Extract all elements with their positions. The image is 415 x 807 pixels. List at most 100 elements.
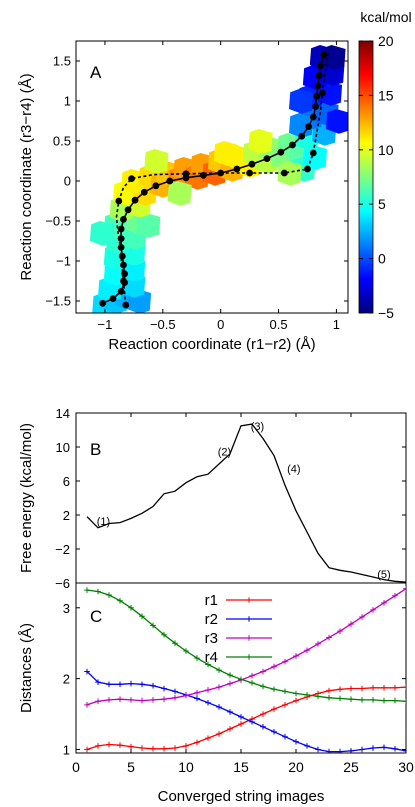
panel-c-frame xyxy=(75,582,407,754)
series-point xyxy=(95,588,101,595)
colorbar-tick-label: 20 xyxy=(378,33,394,49)
series-point xyxy=(271,686,277,693)
panel-a-letter: A xyxy=(90,63,102,82)
series-point xyxy=(381,697,387,704)
legend-marker xyxy=(246,635,252,641)
panel-c-letter: C xyxy=(90,607,102,626)
series-point xyxy=(84,702,90,708)
series-point xyxy=(260,723,266,730)
series-point xyxy=(359,697,365,703)
series-point xyxy=(128,680,134,687)
distance-lines xyxy=(84,585,406,753)
series-point xyxy=(194,739,200,746)
series-point xyxy=(326,687,332,694)
x-tick-label: 10 xyxy=(178,759,194,775)
series-line xyxy=(86,686,406,751)
y-tick-label: −2 xyxy=(55,542,70,557)
legend-label: r1 xyxy=(205,592,218,609)
series-point xyxy=(150,682,156,689)
series-point xyxy=(348,621,354,627)
x-tick-label: 0.5 xyxy=(270,317,288,332)
series-point xyxy=(238,676,244,683)
series-point xyxy=(403,698,406,705)
series-point xyxy=(205,687,211,693)
string-image-point xyxy=(152,182,160,190)
series-line xyxy=(86,588,406,706)
y-tick-label: 0.5 xyxy=(53,134,71,149)
series-point xyxy=(293,653,299,659)
y-tick-label: 6 xyxy=(63,474,70,489)
series-point xyxy=(106,697,112,703)
colorbar-ramp xyxy=(359,41,373,313)
series-point xyxy=(326,694,332,701)
panel-b-x-ticks xyxy=(75,413,407,417)
y-tick-label: −1 xyxy=(56,254,71,269)
x-tick-label: 30 xyxy=(398,759,414,775)
series-point xyxy=(249,672,255,679)
series-r1 xyxy=(84,684,406,753)
free-energy-line xyxy=(86,423,406,583)
series-point xyxy=(271,728,277,735)
series-point xyxy=(392,697,398,704)
x-tick-label: 1 xyxy=(333,317,340,332)
surface-cell xyxy=(89,221,115,246)
string-image-point xyxy=(121,270,129,278)
series-r3 xyxy=(84,585,406,708)
panel-a-x-axis-label: Reaction coordinate (r1−r2) (Å) xyxy=(108,336,315,353)
series-point xyxy=(359,746,365,753)
series-r2 xyxy=(84,668,406,753)
series-point xyxy=(161,745,167,752)
series-point xyxy=(106,592,112,598)
series-point xyxy=(326,748,332,753)
string-image-point xyxy=(120,261,127,269)
basin-label: (3) xyxy=(251,421,264,433)
panel-c-distances: 1 2 3 0 5 10 15 20 25 30 r1 r2 r3 r4 C Converged st… xyxy=(18,582,414,805)
series-point xyxy=(205,735,211,741)
colorbar: 20 15 10 5 0 −5 kcal/mol xyxy=(358,9,412,321)
legend-marker xyxy=(246,654,252,660)
x-tick-label: 15 xyxy=(233,759,249,775)
string-image-point xyxy=(117,244,125,251)
colorbar-ticks: 20 15 10 5 0 −5 xyxy=(359,33,394,321)
x-tick-label: 25 xyxy=(343,759,359,775)
legend-label: r3 xyxy=(205,630,218,647)
series-point xyxy=(194,695,200,702)
initial-string-point xyxy=(120,277,127,285)
surface-cell xyxy=(277,161,302,186)
series-r4 xyxy=(84,587,406,705)
series-point xyxy=(227,709,233,715)
series-point xyxy=(106,681,112,688)
string-image-point xyxy=(312,103,319,110)
colorbar-title: kcal/mol xyxy=(360,9,411,25)
series-point xyxy=(117,681,123,688)
string-image-point xyxy=(217,169,225,177)
initial-string-point xyxy=(122,301,130,309)
series-point xyxy=(216,704,222,710)
initial-string-point xyxy=(304,165,311,173)
legend: r1 r2 r3 r4 xyxy=(205,592,272,666)
series-point xyxy=(227,726,233,732)
series-point xyxy=(161,685,167,692)
series-point xyxy=(392,745,398,752)
series-point xyxy=(117,742,123,749)
series-point xyxy=(348,685,354,692)
series-point xyxy=(139,745,145,751)
string-image-point xyxy=(120,216,127,223)
series-point xyxy=(172,745,178,751)
y-tick-label: 1 xyxy=(64,94,71,109)
series-point xyxy=(172,694,178,701)
legend-marker xyxy=(246,597,252,603)
y-tick-label: −1.5 xyxy=(45,294,71,309)
panel-c-y-axis-label: Distances (Å) xyxy=(18,623,35,713)
string-image-point xyxy=(99,300,107,307)
basin-label: (1) xyxy=(97,516,110,528)
series-point xyxy=(205,699,211,706)
string-image-point xyxy=(118,252,126,260)
x-tick-label: 5 xyxy=(127,759,135,775)
series-point xyxy=(271,663,277,670)
series-point xyxy=(249,680,255,686)
y-tick-label: 14 xyxy=(56,406,70,421)
y-tick-label: −0.5 xyxy=(45,214,71,229)
initial-string-point xyxy=(246,169,254,177)
y-tick-label: 10 xyxy=(56,440,70,455)
